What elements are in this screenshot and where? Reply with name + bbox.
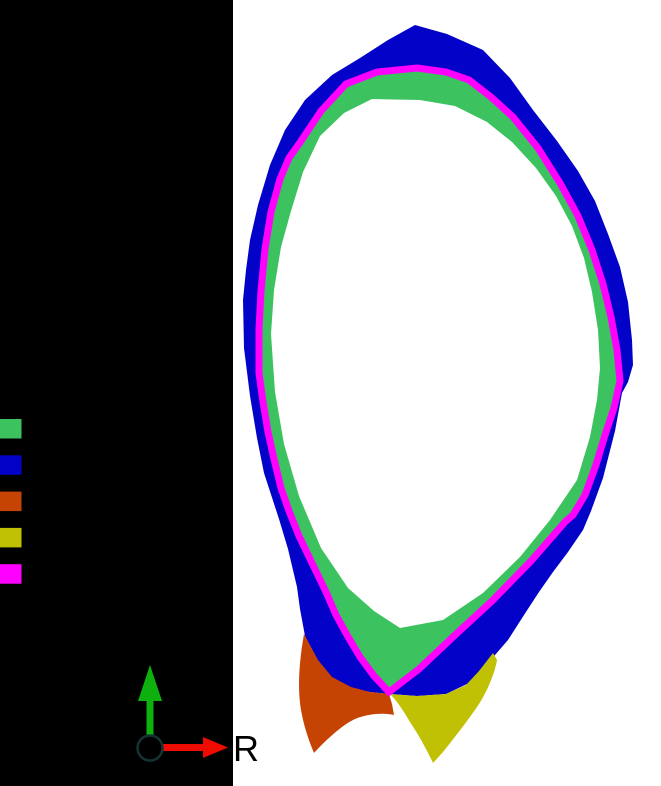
separatrix-group (255, 64, 624, 697)
legend-swatch-yellow (0, 527, 22, 548)
legend (0, 419, 22, 584)
axes-origin-hub-icon (136, 734, 164, 762)
outer-divertor-wing (390, 653, 497, 763)
legend-swatch-magenta (0, 564, 22, 584)
separatrix-contour (255, 64, 624, 697)
z-axis-arrow-shaft (146, 697, 154, 737)
left-panel (0, 0, 233, 786)
r-axis-arrow-shaft (160, 744, 205, 751)
z-axis-arrow-icon (138, 665, 162, 701)
legend-swatch-orange (0, 491, 22, 512)
r-axis-label: R (233, 728, 259, 769)
legend-swatch-blue (0, 455, 22, 475)
plasma-regions (243, 25, 633, 763)
core-hole-region (271, 99, 600, 628)
orientation-axes-widget: R (136, 665, 259, 769)
inner-divertor-wing (299, 634, 394, 753)
r-axis-arrow-icon (203, 737, 228, 758)
legend-swatch-green (0, 419, 22, 439)
